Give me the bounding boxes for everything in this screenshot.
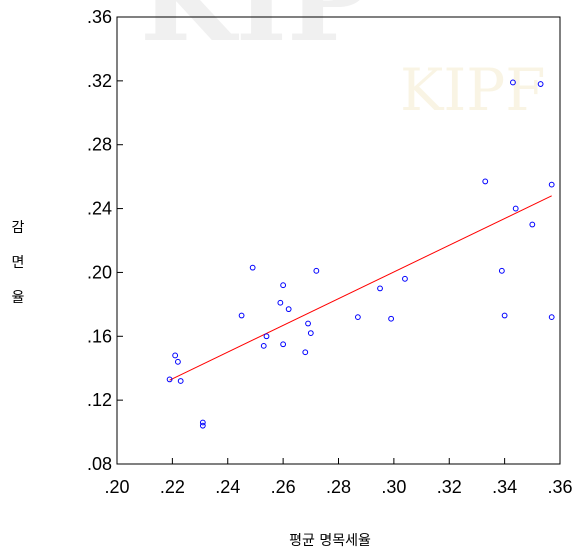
data-point bbox=[498, 267, 505, 274]
y-axis-title-char: 율 bbox=[12, 290, 25, 306]
data-point bbox=[537, 81, 544, 87]
data-point bbox=[548, 314, 555, 321]
watermark-logo: KIP bbox=[140, 0, 370, 66]
x-tick-label: .26 bbox=[271, 477, 296, 497]
x-tick-label: .24 bbox=[215, 477, 240, 497]
y-tick-label: .08 bbox=[87, 454, 112, 474]
y-tick-label: .28 bbox=[87, 135, 112, 155]
x-axis: .20 .22 .24 .26 .28 .30 .32 .34 .36 bbox=[104, 458, 573, 497]
data-point bbox=[354, 314, 361, 321]
data-point bbox=[263, 333, 270, 340]
data-point bbox=[280, 282, 287, 289]
data-point bbox=[548, 181, 555, 188]
data-point bbox=[199, 422, 206, 429]
x-axis-title: 평균 명목세율 bbox=[289, 533, 371, 549]
data-point bbox=[172, 352, 179, 359]
data-point bbox=[501, 312, 508, 319]
y-axis-title: 감면율 bbox=[12, 220, 25, 306]
y-tick-label: .24 bbox=[87, 199, 112, 219]
y-axis-title-char: 감 bbox=[12, 220, 25, 236]
x-tick-label: .32 bbox=[437, 477, 462, 497]
y-tick-label: .20 bbox=[87, 262, 112, 282]
data-point bbox=[277, 299, 284, 306]
regression-line bbox=[169, 195, 552, 381]
data-point bbox=[305, 320, 311, 327]
data-point bbox=[260, 342, 267, 349]
y-tick-label: .16 bbox=[87, 326, 112, 346]
x-tick-label: .34 bbox=[492, 477, 517, 497]
x-tick-label: .20 bbox=[104, 477, 129, 497]
y-tick-label: .32 bbox=[87, 71, 112, 91]
data-point bbox=[285, 306, 292, 313]
data-point bbox=[402, 275, 408, 282]
data-point bbox=[175, 358, 181, 365]
y-tick-label: .12 bbox=[87, 390, 112, 410]
data-point bbox=[280, 341, 287, 348]
data-point bbox=[512, 205, 519, 212]
data-point bbox=[249, 264, 256, 271]
x-tick-label: .30 bbox=[381, 477, 406, 497]
x-tick-label: .22 bbox=[160, 477, 185, 497]
watermark-logo-small: KIPF bbox=[400, 56, 546, 124]
y-tick-label: .36 bbox=[87, 7, 112, 27]
data-point bbox=[388, 315, 395, 322]
data-point bbox=[238, 312, 245, 319]
data-point bbox=[307, 330, 314, 336]
data-point bbox=[313, 267, 320, 274]
x-tick-label: .36 bbox=[547, 477, 572, 497]
data-point bbox=[510, 79, 516, 86]
data-point bbox=[482, 178, 489, 185]
watermark: KIP KIPF bbox=[140, 0, 546, 124]
data-point bbox=[177, 378, 184, 384]
data-point bbox=[529, 221, 536, 228]
data-point bbox=[302, 349, 309, 356]
y-axis: .08 .12 .16 .20 .24 .28 .32 .36 bbox=[87, 7, 123, 474]
data-points bbox=[166, 79, 555, 429]
data-point bbox=[166, 376, 173, 383]
data-point bbox=[199, 419, 206, 426]
data-point bbox=[377, 285, 383, 292]
y-axis-title-char: 면 bbox=[12, 255, 25, 271]
x-tick-label: .28 bbox=[326, 477, 351, 497]
